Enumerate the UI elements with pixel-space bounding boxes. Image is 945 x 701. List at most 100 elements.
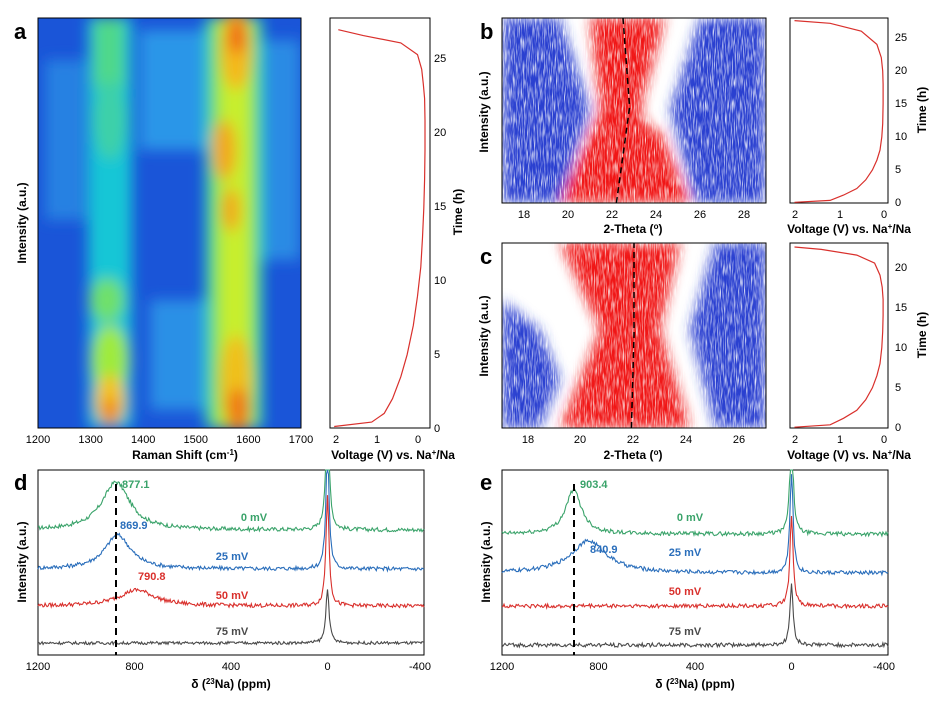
voltage-a-curve: [334, 29, 426, 428]
panel-a: a: [14, 17, 465, 462]
nmr-e-label-0mv: 0 mV: [677, 512, 704, 524]
tick-label: 0: [881, 209, 887, 221]
tick-label: 2: [333, 434, 339, 446]
tick-label: 15: [434, 201, 446, 213]
tick-label: -400: [873, 661, 895, 673]
xrd-b-x-label: 2-Theta (o): [604, 222, 663, 236]
nmr-trace-0mv: [501, 469, 889, 538]
tick-label: 20: [895, 262, 907, 274]
tick-label: 10: [895, 131, 907, 143]
nmr-trace-50mv: [502, 515, 889, 611]
tick-label: 28: [738, 209, 750, 221]
nmr-trace-25mv: [37, 469, 425, 573]
nmr-e-label-75mv: 75 mV: [669, 626, 702, 638]
tick-label: 20: [434, 127, 446, 139]
panel-d: d 0 mV 25 mV 50 mV 75 mV 877.1 869.9 790…: [14, 469, 431, 691]
nmr-e-peak-841: 840.9: [590, 544, 618, 556]
tick-label: 1: [837, 434, 843, 446]
tick-label: 5: [895, 382, 901, 394]
tick-label: 0: [434, 423, 440, 435]
tick-label: 0: [788, 661, 794, 673]
tick-label: 0: [324, 661, 330, 673]
nmr-e-x-axis: 1200 800 400 0 -400: [490, 661, 895, 673]
tick-label: 20: [562, 209, 574, 221]
xrd-b-peak-trace: [615, 17, 631, 204]
nmr-e-series: [501, 469, 889, 649]
tick-label: 1300: [78, 434, 102, 446]
tick-label: 1: [374, 434, 380, 446]
voltage-a-frame: [329, 17, 431, 429]
xrd-c-x-axis: 18 20 22 24 26: [522, 434, 745, 446]
tick-label: 1200: [26, 661, 50, 673]
time-c-axis: 0 5 10 15 20: [895, 262, 907, 434]
tick-label: 22: [606, 209, 618, 221]
xrd-c-peak-trace: [630, 243, 635, 429]
xrd-b-x-axis: 18 20 22 24 26 28: [518, 209, 750, 221]
tick-label: 20: [574, 434, 586, 446]
nmr-d-peak-877: 877.1: [122, 479, 150, 491]
tick-label: 22: [627, 434, 639, 446]
voltage-c-frame: [789, 242, 889, 429]
nmr-d-frame: [37, 469, 425, 656]
nmr-d-label-0mv: 0 mV: [241, 512, 268, 524]
tick-label: 1: [837, 209, 843, 221]
time-b-axis: 0 5 10 15 20 25: [895, 32, 907, 209]
panel-c-letter: c: [480, 244, 492, 269]
nmr-e-y-label: Intensity (a.u.): [479, 521, 493, 602]
tick-label: 24: [650, 209, 662, 221]
nmr-trace-75mv: [501, 583, 889, 649]
voltage-a-x-axis: 2 1 0: [333, 434, 421, 446]
tick-label: 26: [694, 209, 706, 221]
time-a-label: Time (h): [451, 189, 465, 235]
tick-label: 15: [895, 302, 907, 314]
tick-label: 2: [792, 209, 798, 221]
tick-label: 25: [434, 53, 446, 65]
tick-label: 0: [881, 434, 887, 446]
panel-b-letter: b: [480, 19, 493, 44]
tick-label: 5: [895, 164, 901, 176]
xrd-c-y-label: Intensity (a.u.): [477, 295, 491, 376]
nmr-d-y-label: Intensity (a.u.): [15, 521, 29, 602]
tick-label: 15: [895, 98, 907, 110]
tick-label: 18: [522, 434, 534, 446]
tick-label: 10: [895, 342, 907, 354]
raman-heatmap: [38, 18, 301, 428]
xrd-c-x-label: 2-Theta (o): [604, 448, 663, 462]
tick-label: 10: [434, 275, 446, 287]
tick-label: 0: [415, 434, 421, 446]
tick-label: 24: [680, 434, 692, 446]
tick-label: 800: [125, 661, 143, 673]
panel-c: c 18 20 22 24 26 2-Theta (o) Intensity (…: [477, 242, 929, 462]
panel-a-letter: a: [14, 19, 27, 44]
time-a-axis: 0 5 10 15 20 25: [434, 53, 446, 435]
time-c-label: Time (h): [915, 312, 929, 358]
panel-d-letter: d: [14, 470, 27, 495]
nmr-d-x-axis: 1200 800 400 0 -400: [26, 661, 431, 673]
raman-x-axis: 1200 1300 1400 1500 1600 1700: [26, 434, 313, 446]
tick-label: 400: [222, 661, 240, 673]
voltage-b-x-axis: 2 1 0: [792, 209, 887, 221]
tick-label: 1700: [289, 434, 313, 446]
time-b-label: Time (h): [915, 87, 929, 133]
tick-label: 400: [686, 661, 704, 673]
tick-label: 800: [589, 661, 607, 673]
voltage-c-curve: [794, 246, 884, 428]
tick-label: 20: [895, 65, 907, 77]
voltage-b-frame: [789, 17, 889, 204]
nmr-d-peak-870: 869.9: [120, 520, 148, 532]
tick-label: 1600: [236, 434, 260, 446]
panel-e: e 0 mV 25 mV 50 mV 75 mV 903.4 840.9 120…: [479, 469, 895, 691]
nmr-e-x-label: δ (23Na) (ppm): [655, 677, 735, 691]
xrd-b-y-label: Intensity (a.u.): [477, 71, 491, 152]
xrd-b-heatmap: [502, 18, 766, 203]
nmr-d-label-50mv: 50 mV: [216, 590, 249, 602]
tick-label: 18: [518, 209, 530, 221]
nmr-trace-0mv: [37, 469, 425, 533]
nmr-e-label-50mv: 50 mV: [669, 586, 702, 598]
voltage-b-x-label: Voltage (V) vs. Na+/Na: [787, 222, 911, 236]
voltage-a-x-label: Voltage (V) vs. Na+/Na: [331, 448, 455, 462]
voltage-c-x-label: Voltage (V) vs. Na+/Na: [787, 448, 911, 462]
tick-label: 25: [895, 32, 907, 44]
voltage-c-x-axis: 2 1 0: [792, 434, 887, 446]
